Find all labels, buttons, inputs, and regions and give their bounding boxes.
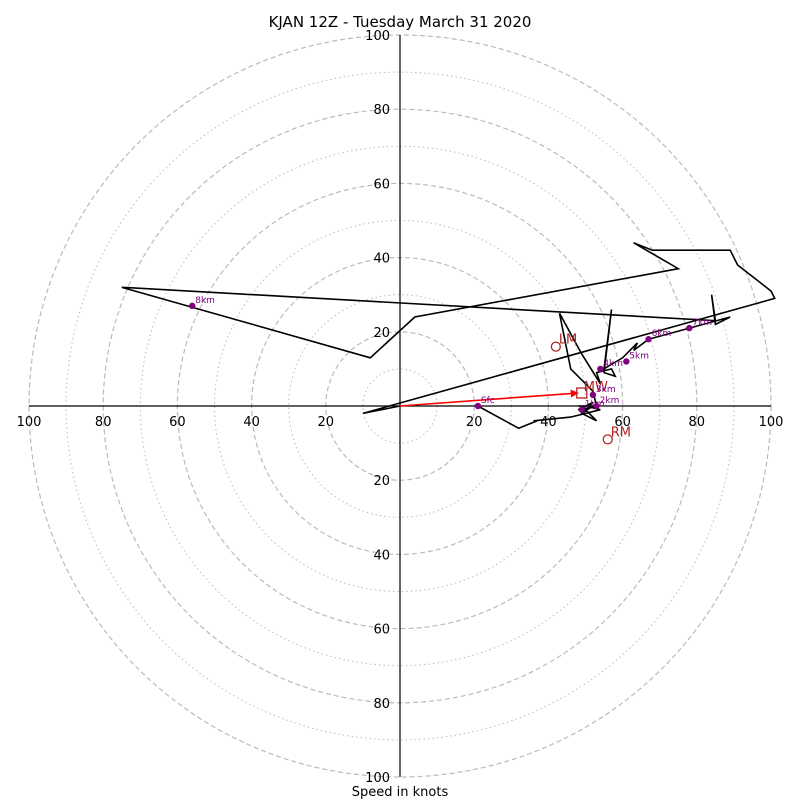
tick-label: 80 bbox=[95, 415, 112, 430]
tick-label: 20 bbox=[466, 415, 483, 430]
tick-label: 80 bbox=[373, 697, 390, 712]
tick-label: 40 bbox=[243, 415, 260, 430]
tick-label: 40 bbox=[373, 548, 390, 563]
mean-wind-label: MW bbox=[584, 380, 608, 395]
tick-label: 40 bbox=[540, 415, 557, 430]
tick-label: 20 bbox=[373, 474, 390, 489]
chart-title: KJAN 12Z - Tuesday March 31 2020 bbox=[269, 13, 532, 31]
tick-label: 20 bbox=[373, 326, 390, 341]
tick-label: 80 bbox=[689, 415, 706, 430]
tick-label: 80 bbox=[373, 103, 390, 118]
height-marker-label: 8km bbox=[195, 296, 215, 306]
tick-labels: 100 80 60 40 20 20 40 60 80 100 100 80 60 40 20 20 40 60 8… bbox=[17, 29, 784, 786]
height-marker-label: 2km bbox=[600, 396, 620, 406]
height-marker-dot bbox=[593, 402, 600, 410]
mean-wind-marker bbox=[576, 387, 588, 399]
tick-label: 60 bbox=[373, 177, 390, 192]
height-marker-dot bbox=[578, 406, 585, 413]
wind-trace bbox=[121, 242, 776, 430]
tick-label: 60 bbox=[373, 623, 390, 638]
left-mover-marker bbox=[550, 341, 561, 352]
height-marker-label: 4km bbox=[603, 359, 623, 369]
height-marker-dot bbox=[474, 402, 482, 410]
mean-wind-arrow bbox=[399, 389, 579, 407]
tick-label: 100 bbox=[17, 415, 42, 430]
hodograph-trace-line bbox=[121, 242, 776, 430]
tick-label: 100 bbox=[759, 415, 784, 430]
height-marker-dot bbox=[189, 302, 196, 310]
height-marker-label: 3km bbox=[596, 385, 616, 395]
tick-label: 60 bbox=[614, 415, 631, 430]
height-marker-dot bbox=[686, 324, 693, 332]
height-marker-dot bbox=[645, 336, 652, 343]
tick-label: 40 bbox=[373, 252, 390, 267]
height-marker-label: Sfc bbox=[481, 396, 495, 406]
height-markers: Sfc1km2km3km4km5km6km7km8km bbox=[189, 296, 712, 413]
x-axis-label: Speed in knots bbox=[352, 785, 449, 800]
height-marker-dot bbox=[623, 358, 630, 365]
height-marker-label: 6km bbox=[652, 329, 672, 339]
height-marker-label: 7km bbox=[692, 318, 712, 328]
tick-label: 100 bbox=[365, 29, 390, 44]
height-marker-dot bbox=[597, 365, 604, 373]
height-marker-label: 5km bbox=[629, 351, 649, 361]
height-marker-dot bbox=[589, 391, 597, 399]
storm-motion-markers: MW LM RM bbox=[399, 333, 631, 445]
tick-label: 100 bbox=[365, 771, 390, 786]
left-mover-label: LM bbox=[559, 333, 577, 348]
right-mover-label: RM bbox=[611, 425, 631, 440]
tick-label: 20 bbox=[318, 415, 335, 430]
tick-label: 60 bbox=[169, 415, 186, 430]
right-mover-marker bbox=[602, 434, 613, 445]
